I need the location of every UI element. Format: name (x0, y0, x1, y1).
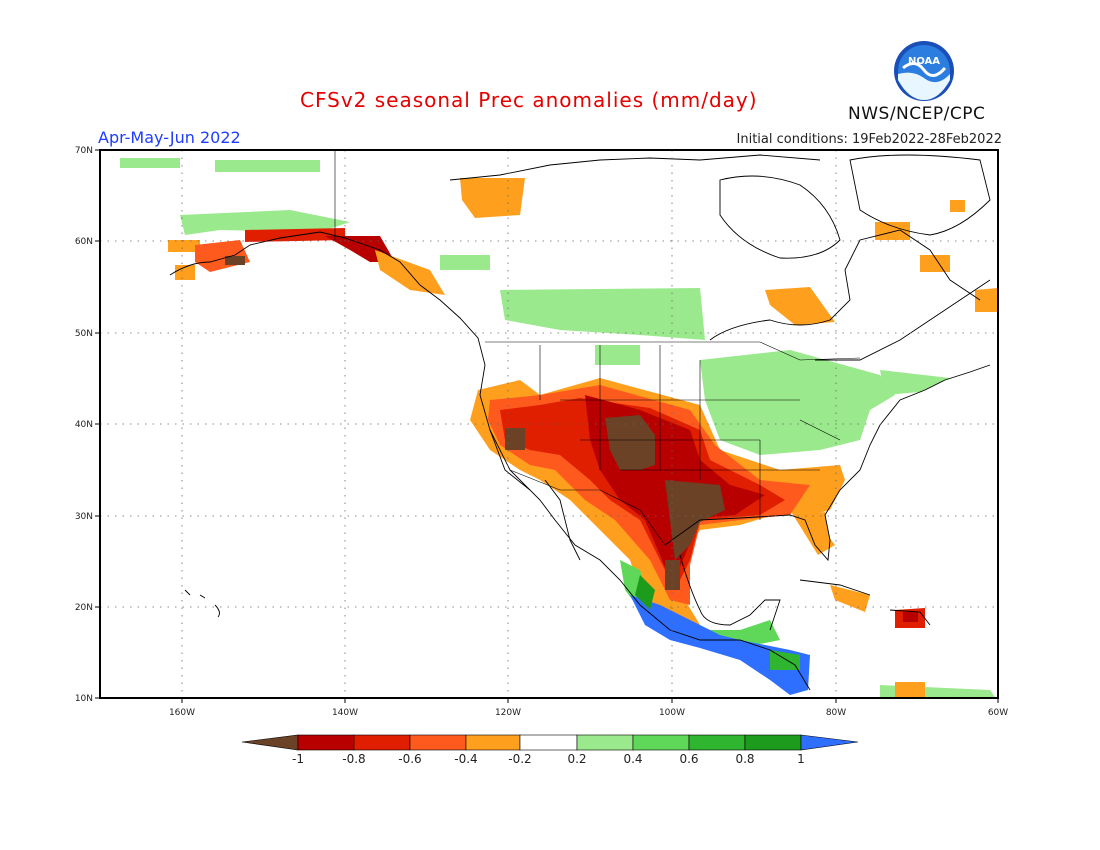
colorbar-swatch-4 (465, 734, 521, 751)
colorbar-label-4: -0.4 (454, 752, 477, 766)
colorbar-swatch-gt-1 (800, 734, 859, 751)
map-title: CFSv2 seasonal Prec anomalies (mm/day) (300, 88, 758, 112)
lat-label-30n: 30N (75, 512, 93, 522)
coastlines (169, 154, 991, 691)
initial-conditions: Initial conditions: 19Feb2022-28Feb2022 (736, 132, 1002, 147)
svg-text:NOAA: NOAA (908, 56, 940, 67)
colorbar-label-1: -1 (292, 752, 304, 766)
lon-label-160w: 160W (169, 708, 195, 718)
colorbar-label-10: 1 (797, 752, 805, 766)
lon-label-100w: 100W (659, 708, 685, 718)
lon-label-140w: 140W (332, 708, 358, 718)
lat-label-10n: 10N (75, 694, 93, 704)
gridlines (100, 150, 998, 698)
colorbar-label-9: 0.8 (735, 752, 754, 766)
colorbar-swatch-7 (632, 734, 690, 751)
lat-label-40n: 40N (75, 420, 93, 430)
colorbar-label-6: 0.2 (567, 752, 586, 766)
colorbar-label-2: -0.8 (342, 752, 365, 766)
lon-label-80w: 80W (826, 708, 846, 718)
lat-label-70n: 70N (75, 146, 93, 156)
agency-label: NWS/NCEP/CPC (848, 104, 986, 124)
noaa-logo-icon: NOAA (894, 41, 954, 101)
colorbar-swatch-5 (519, 734, 578, 751)
colorbar-swatch-8 (688, 734, 746, 751)
axis-ticks (95, 149, 999, 703)
lat-label-60n: 60N (75, 237, 93, 247)
colorbar-label-8: 0.6 (679, 752, 698, 766)
lon-label-60w: 60W (988, 708, 1008, 718)
anomaly-field (120, 158, 998, 697)
lat-label-20n: 20N (75, 603, 93, 613)
colorbar-label-5: -0.2 (508, 752, 531, 766)
lat-label-50n: 50N (75, 329, 93, 339)
lon-label-120w: 120W (495, 708, 521, 718)
colorbar-swatch-6 (576, 734, 634, 751)
colorbar-swatch-3 (409, 734, 467, 751)
colorbar-swatch-9 (744, 734, 802, 751)
boundaries (334, 150, 861, 546)
colorbar-swatch-1 (297, 734, 355, 751)
colorbar-swatch-2 (353, 734, 411, 751)
colorbar-label-7: 0.4 (623, 752, 642, 766)
forecast-period: Apr-May-Jun 2022 (98, 128, 241, 147)
colorbar-swatch-lt-minus1 (241, 734, 299, 751)
colorbar (241, 734, 859, 751)
colorbar-label-3: -0.6 (398, 752, 421, 766)
